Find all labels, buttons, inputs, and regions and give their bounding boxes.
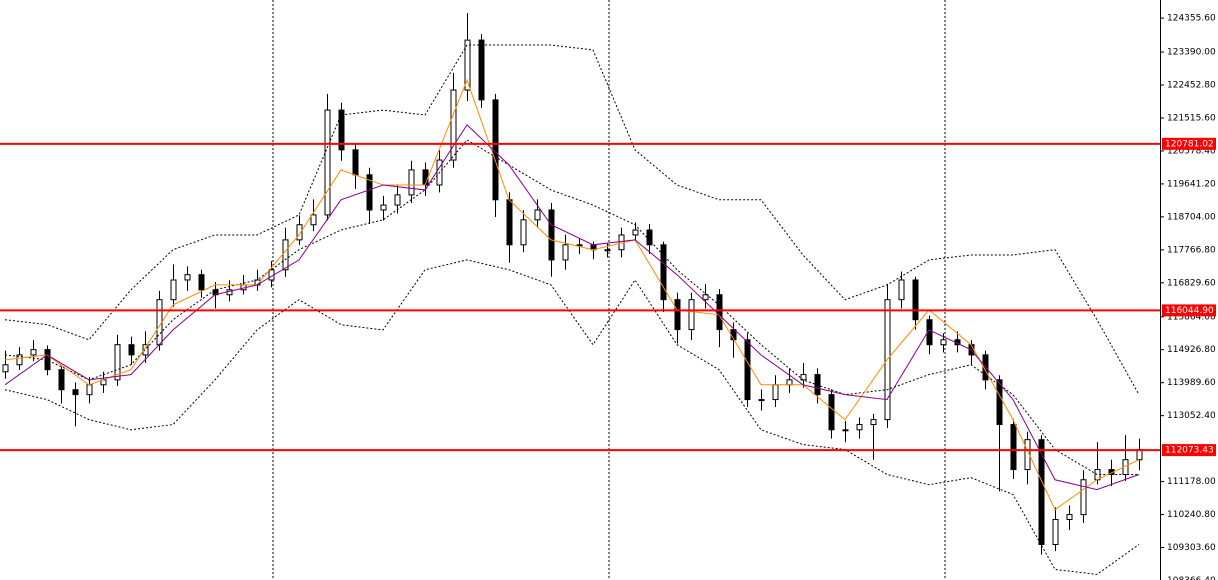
- candle-body: [1024, 439, 1031, 471]
- y-tick-label: 118704.00: [1167, 212, 1216, 222]
- y-tick-label: 120578.40: [1167, 146, 1216, 156]
- candle-body: [534, 209, 541, 221]
- candle-body: [408, 169, 415, 196]
- candle-body: [842, 429, 849, 432]
- candle-body: [744, 339, 751, 401]
- candle-body: [786, 379, 793, 386]
- candle-body: [2, 364, 9, 373]
- y-tick-label: 123390.00: [1167, 48, 1216, 58]
- y-tick-label: 114926.80: [1167, 345, 1216, 355]
- level-label: 120781.02: [1165, 139, 1214, 149]
- candle-body: [184, 274, 191, 281]
- candle-body: [1080, 479, 1087, 516]
- indicator-line: [4, 78, 1140, 511]
- candle-body: [72, 389, 79, 396]
- candle-body: [1010, 424, 1017, 471]
- candle-body: [170, 279, 177, 301]
- candle-body: [1052, 519, 1059, 545]
- level-label: 116044.90: [1165, 306, 1214, 316]
- candle-body: [1066, 514, 1073, 521]
- candle-body: [772, 384, 779, 401]
- candle-body: [870, 419, 877, 426]
- candle-body: [58, 369, 65, 391]
- indicator-line: [4, 259, 1140, 575]
- y-tick-label: 121515.60: [1167, 113, 1216, 123]
- candle-body: [30, 349, 37, 356]
- candle-body: [450, 89, 457, 161]
- candle-body: [576, 244, 583, 247]
- level-label: 112073.43: [1165, 446, 1214, 456]
- y-tick-label: 122452.80: [1167, 81, 1216, 91]
- candle-body: [856, 424, 863, 431]
- candle-body: [1038, 439, 1045, 545]
- y-tick-label: 117766.80: [1167, 245, 1216, 255]
- candle-body: [632, 229, 639, 236]
- candle-body: [478, 39, 485, 101]
- candle-body: [800, 374, 807, 381]
- candle-body: [366, 174, 373, 211]
- candle-body: [702, 294, 709, 301]
- candle-body: [506, 199, 513, 246]
- y-tick-label: 113989.60: [1167, 378, 1216, 388]
- candle-body: [926, 319, 933, 346]
- candle-body: [996, 379, 1003, 426]
- y-tick-label: 119641.20: [1167, 179, 1216, 189]
- candle-body: [674, 299, 681, 331]
- candle-body: [352, 149, 359, 176]
- y-tick-label: 111178.00: [1167, 477, 1216, 487]
- candle-body: [282, 239, 289, 271]
- candle-body: [338, 109, 345, 151]
- candle-body: [520, 219, 527, 246]
- candle-body: [128, 344, 135, 356]
- y-tick-label: 110240.80: [1167, 510, 1216, 520]
- candle-body: [646, 229, 653, 246]
- candle-body: [296, 224, 303, 241]
- candle-body: [548, 209, 555, 261]
- candle-body: [758, 399, 765, 402]
- candle-body: [660, 244, 667, 301]
- level-label-box: [1162, 304, 1216, 317]
- indicator-line: [4, 139, 1139, 475]
- indicator-line: [4, 124, 1140, 491]
- candle-body: [898, 279, 905, 301]
- candle-body: [142, 344, 149, 356]
- candle-body: [310, 214, 317, 226]
- candle-body: [114, 344, 121, 381]
- candle-body: [912, 279, 919, 321]
- candle-body: [380, 204, 387, 211]
- candle-body: [464, 39, 471, 91]
- indicator-line: [4, 44, 1140, 395]
- candle-body: [604, 249, 611, 252]
- level-label-box: [1162, 444, 1216, 457]
- candle-body: [716, 294, 723, 331]
- y-tick-label: 124355.60: [1167, 14, 1216, 24]
- candle-body: [86, 384, 93, 396]
- candle-body: [940, 339, 947, 346]
- candle-body: [562, 244, 569, 261]
- candle-body: [688, 299, 695, 331]
- y-tick-label: 113052.40: [1167, 411, 1216, 421]
- candle-body: [198, 274, 205, 291]
- candle-body: [324, 109, 331, 216]
- candle-body: [16, 354, 23, 366]
- y-tick-label: 115864.00: [1167, 312, 1216, 322]
- candle-body: [828, 394, 835, 431]
- y-tick-label: 108366.40: [1167, 576, 1216, 580]
- level-label-box: [1162, 137, 1216, 150]
- candle-body: [394, 194, 401, 206]
- y-tick-label: 109303.60: [1167, 543, 1216, 553]
- y-tick-label: 116829.60: [1167, 278, 1216, 288]
